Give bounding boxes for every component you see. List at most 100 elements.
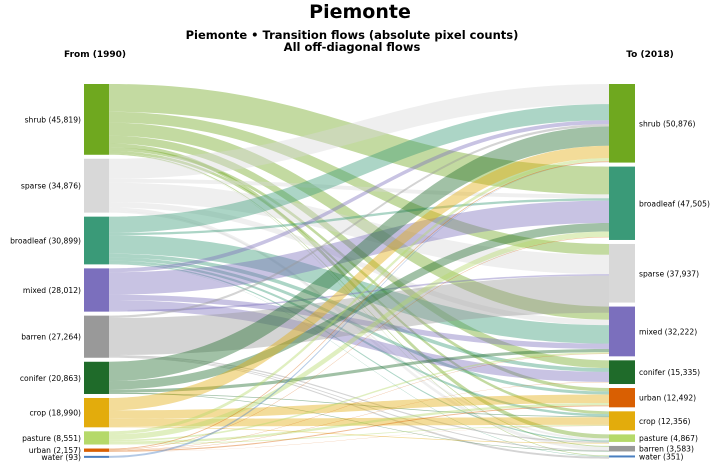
- target-label-water: water (351): [639, 452, 684, 461]
- target-node-shrub: [609, 84, 635, 163]
- flow-broadleaf-to-conifer: [109, 253, 609, 372]
- flow-conifer-to-crop: [109, 393, 609, 418]
- flow-broadleaf-to-crop: [109, 260, 609, 417]
- source-node-mixed: [84, 268, 109, 312]
- flow-shrub-to-conifer: [109, 135, 609, 369]
- source-label-water: water (93): [41, 453, 81, 462]
- flow-mixed-to-broadleaf: [109, 200, 609, 295]
- target-node-urban: [609, 388, 635, 408]
- flow-shrub-to-mixed: [109, 122, 609, 320]
- target-label-urban: urban (12,492): [639, 394, 696, 403]
- target-label-barren: barren (3,583): [639, 445, 694, 454]
- flow-mixed-to-sparse: [109, 274, 609, 312]
- flow-shrub-to-barren: [109, 153, 609, 447]
- flow-urban-to-mixed: [109, 353, 609, 451]
- source-node-broadleaf: [84, 216, 109, 265]
- right-column-header: To (2018): [626, 50, 674, 60]
- flow-broadleaf-to-shrub: [109, 104, 609, 233]
- node-group: shrub (45,819) sparse (34,876) broadleaf (…: [10, 84, 710, 462]
- target-label-conifer: conifer (15,335): [639, 368, 700, 377]
- source-label-sparse: sparse (34,876): [21, 182, 81, 191]
- flow-urban-to-shrub: [109, 161, 609, 450]
- target-label-crop: crop (12,356): [639, 417, 691, 426]
- source-label-broadleaf: broadleaf (30,899): [10, 237, 81, 246]
- source-node-sparse: [84, 158, 109, 213]
- flow-shrub-to-sparse: [109, 111, 609, 255]
- flow-shrub-to-broadleaf: [109, 84, 609, 195]
- flow-broadleaf-to-mixed: [109, 235, 609, 344]
- flow-pasture-to-shrub: [109, 158, 609, 435]
- flow-sparse-to-shrub: [109, 84, 609, 179]
- source-node-crop: [84, 397, 109, 428]
- source-node-urban: [84, 448, 109, 452]
- flow-urban-to-urban: [109, 405, 609, 452]
- target-node-barren: [609, 445, 635, 452]
- target-node-pasture: [609, 434, 635, 442]
- flow-urban-to-broadleaf: [109, 236, 609, 450]
- flow-sparse-to-barren: [109, 207, 609, 451]
- flow-conifer-to-mixed: [109, 349, 609, 393]
- flow-barren-to-sparse: [109, 275, 609, 356]
- target-label-mixed: mixed (32,222): [639, 327, 697, 336]
- left-column-header: From (1990): [64, 50, 126, 60]
- flow-barren-to-water: [109, 357, 609, 459]
- flow-group: [109, 84, 609, 459]
- target-node-conifer: [609, 360, 635, 385]
- chart-title: Piemonte: [309, 1, 411, 23]
- flow-urban-to-crop: [109, 425, 609, 452]
- target-label-sparse: sparse (37,937): [639, 269, 699, 278]
- flow-mixed-to-mixed: [109, 294, 609, 350]
- flow-pasture-to-mixed: [109, 352, 609, 442]
- flow-crop-to-crop: [109, 417, 609, 427]
- flow-barren-to-shrub: [109, 124, 609, 318]
- flow-sparse-to-broadleaf: [109, 178, 609, 199]
- target-node-sparse: [609, 243, 635, 303]
- flow-crop-to-urban: [109, 394, 609, 419]
- flow-barren-to-pasture: [109, 355, 609, 443]
- flow-sparse-to-pasture: [109, 210, 609, 441]
- source-label-pasture: pasture (8,551): [22, 434, 81, 443]
- flow-mixed-to-shrub: [109, 120, 609, 273]
- target-node-broadleaf: [609, 166, 635, 240]
- flow-broadleaf-to-urban: [109, 257, 609, 395]
- flow-urban-to-conifer: [109, 381, 609, 451]
- source-node-barren: [84, 315, 109, 358]
- flow-broadleaf-to-broadleaf: [109, 198, 609, 236]
- flow-shrub-to-urban: [109, 147, 609, 392]
- flow-water-to-shrub: [109, 162, 609, 458]
- flow-sparse-to-sparse: [109, 182, 609, 275]
- chart-subtitle-line-1: Piemonte • Transition flows (absolute pi…: [186, 28, 519, 42]
- flow-conifer-to-barren: [109, 392, 609, 452]
- flow-pasture-to-broadleaf: [109, 231, 609, 440]
- source-label-mixed: mixed (28,012): [23, 286, 81, 295]
- source-label-urban: urban (2,157): [29, 446, 81, 455]
- source-node-conifer: [84, 361, 109, 394]
- flow-crop-to-shrub: [109, 145, 609, 411]
- flow-shrub-to-water: [109, 154, 609, 457]
- flow-conifer-to-shrub: [109, 126, 609, 382]
- target-label-shrub: shrub (50,876): [639, 119, 695, 128]
- target-label-broadleaf: broadleaf (47,505): [639, 199, 710, 208]
- flow-pasture-to-urban: [109, 403, 609, 444]
- flow-crop-to-pasture: [109, 426, 609, 444]
- target-node-water: [609, 455, 635, 458]
- flow-conifer-to-broadleaf: [109, 222, 609, 390]
- source-label-crop: crop (18,990): [29, 409, 81, 418]
- source-node-pasture: [84, 431, 109, 445]
- flow-broadleaf-to-pasture: [109, 262, 609, 442]
- source-label-shrub: shrub (45,819): [25, 115, 81, 124]
- source-label-conifer: conifer (20,863): [20, 374, 81, 383]
- flow-sparse-to-mixed: [109, 202, 609, 326]
- flow-shrub-to-crop: [109, 150, 609, 415]
- target-label-pasture: pasture (4,867): [639, 434, 698, 443]
- flow-barren-to-barren: [109, 356, 609, 452]
- source-label-barren: barren (27,264): [21, 333, 81, 342]
- source-node-water: [84, 455, 109, 458]
- flow-shrub-to-pasture: [109, 143, 609, 439]
- target-node-mixed: [609, 306, 635, 357]
- flow-pasture-to-crop: [109, 424, 609, 445]
- flow-broadleaf-to-water: [109, 264, 609, 457]
- chart-subtitle-line-2: All off-diagonal flows: [284, 40, 421, 54]
- source-node-shrub: [84, 84, 109, 155]
